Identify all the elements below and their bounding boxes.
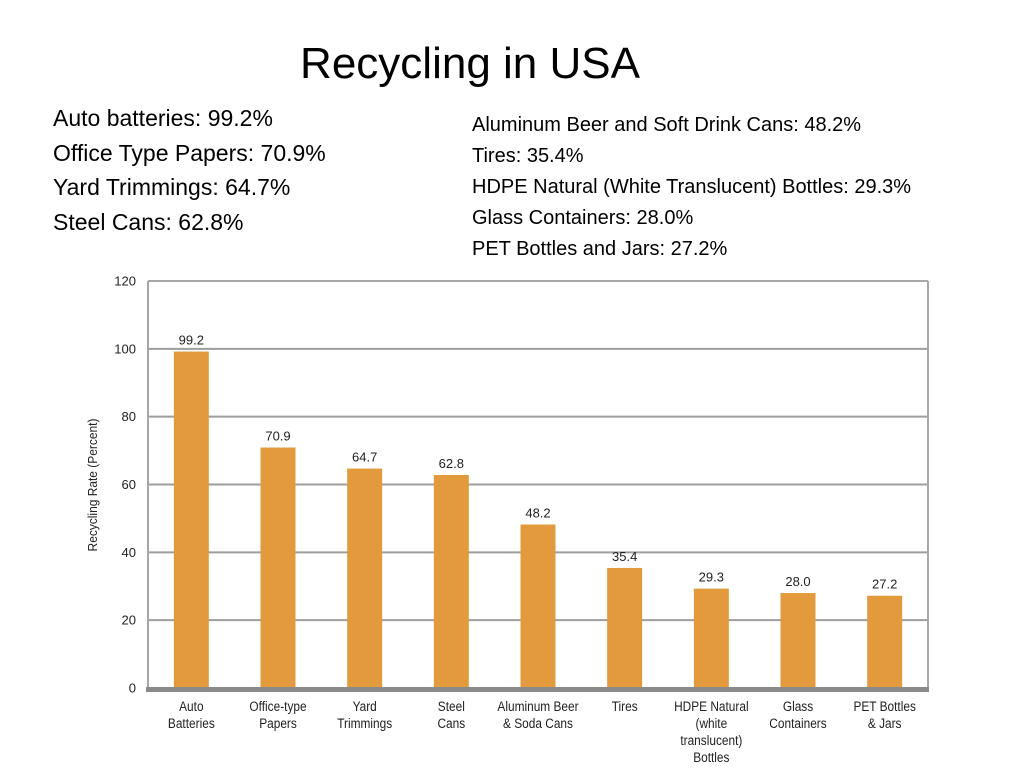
x-category-label: Glass Containers <box>769 698 826 731</box>
y-tick-label: 20 <box>122 613 136 628</box>
bar-value-labels: 99.2 70.9 64.7 62.8 48.2 35.4 29.3 28.0 27.2 <box>179 333 898 592</box>
fact-aluminum-cans: Aluminum Beer and Soft Drink Cans: 48.2% <box>472 114 862 136</box>
y-tick-label: 60 <box>122 477 136 492</box>
y-tick-label: 80 <box>122 409 136 424</box>
x-category-label: Aluminum Beer & Soda Cans <box>497 698 579 731</box>
bar-value-label: 48.2 <box>525 506 550 521</box>
bar <box>867 595 903 688</box>
x-category-label-line: HDPE Natural <box>674 698 749 714</box>
bar <box>607 567 643 688</box>
bar-value-label: 29.3 <box>699 570 724 585</box>
fact-glass-containers: Glass Containers: 28.0% <box>472 207 694 229</box>
bar <box>433 475 469 688</box>
fact-list-left: Auto batteries: 99.2% Office Type Papers… <box>53 101 326 239</box>
y-tick-label: 100 <box>114 341 136 356</box>
bar <box>173 351 209 688</box>
x-category-label-line: & Jars <box>868 715 902 731</box>
x-category-label-line: Glass <box>783 698 813 714</box>
fact-office-papers: Office Type Papers: 70.9% <box>53 139 326 166</box>
bar <box>347 468 383 688</box>
y-axis-title: Recycling Rate (Percent) <box>86 419 101 552</box>
x-category-label-line: Papers <box>259 715 297 731</box>
x-category-label-line: translucent) <box>680 732 742 748</box>
x-category-label-line: & Soda Cans <box>503 715 573 731</box>
y-tick-label: 0 <box>129 681 136 696</box>
x-category-label-line: Trimmings <box>337 715 392 731</box>
x-category-label: Office-type Papers <box>249 698 306 731</box>
x-category-label-line: Tires <box>612 698 638 714</box>
x-category-label-line: Bottles <box>693 749 729 765</box>
y-axis-ticks: 0 20 40 60 80 100 120 <box>114 274 136 696</box>
x-category-label: Yard Trimmings <box>337 698 392 731</box>
bar-value-label: 70.9 <box>265 429 290 444</box>
fact-yard-trimmings: Yard Trimmings: 64.7% <box>53 174 291 200</box>
x-category-label: PET Bottles & Jars <box>853 698 915 731</box>
x-category-label-line: Auto <box>179 698 203 714</box>
x-category-label-line: Batteries <box>168 715 215 731</box>
slide-title: Recycling in USA <box>300 39 640 88</box>
fact-tires: Tires: 35.4% <box>472 145 584 167</box>
x-category-label: Steel Cans <box>437 698 465 731</box>
y-tick-label: 120 <box>114 274 136 289</box>
bar <box>520 524 556 688</box>
y-tick-label: 40 <box>122 545 136 560</box>
chart-bars <box>146 351 929 692</box>
bar <box>780 593 816 688</box>
x-category-label: HDPE Natural (white translucent) Bottles <box>674 698 749 765</box>
x-category-label-line: PET Bottles <box>853 698 915 714</box>
x-category-label-line: Steel <box>438 698 465 714</box>
bar-value-label: 99.2 <box>179 333 204 348</box>
x-category-label-line: Aluminum Beer <box>497 698 579 714</box>
bar-value-label: 27.2 <box>872 577 897 592</box>
x-axis-line <box>146 687 929 692</box>
x-category-label-line: (white <box>696 715 728 731</box>
bar <box>260 447 296 688</box>
bar-value-label: 62.8 <box>439 456 464 471</box>
fact-pet-bottles: PET Bottles and Jars: 27.2% <box>472 238 728 260</box>
fact-hdpe-bottles: HDPE Natural (White Translucent) Bottles… <box>472 176 912 198</box>
x-category-label-line: Office-type <box>249 698 306 714</box>
bar-value-label: 35.4 <box>612 549 637 564</box>
x-axis-labels: Auto Batteries Office-type Papers Yard Trimmi… <box>168 698 916 765</box>
x-category-label-line: Cans <box>437 715 465 731</box>
fact-steel-cans: Steel Cans: 62.8% <box>53 208 244 235</box>
bar-value-label: 28.0 <box>785 574 810 589</box>
fact-auto-batteries: Auto batteries: 99.2% <box>53 105 273 131</box>
x-category-label: Auto Batteries <box>168 698 215 731</box>
x-category-label-line: Yard <box>353 698 377 714</box>
x-category-label: Tires <box>612 698 638 714</box>
x-category-label-line: Containers <box>769 715 826 731</box>
fact-list-right: Aluminum Beer and Soft Drink Cans: 48.2%… <box>472 110 911 265</box>
bar <box>693 588 729 688</box>
bar-value-label: 64.7 <box>352 450 377 465</box>
